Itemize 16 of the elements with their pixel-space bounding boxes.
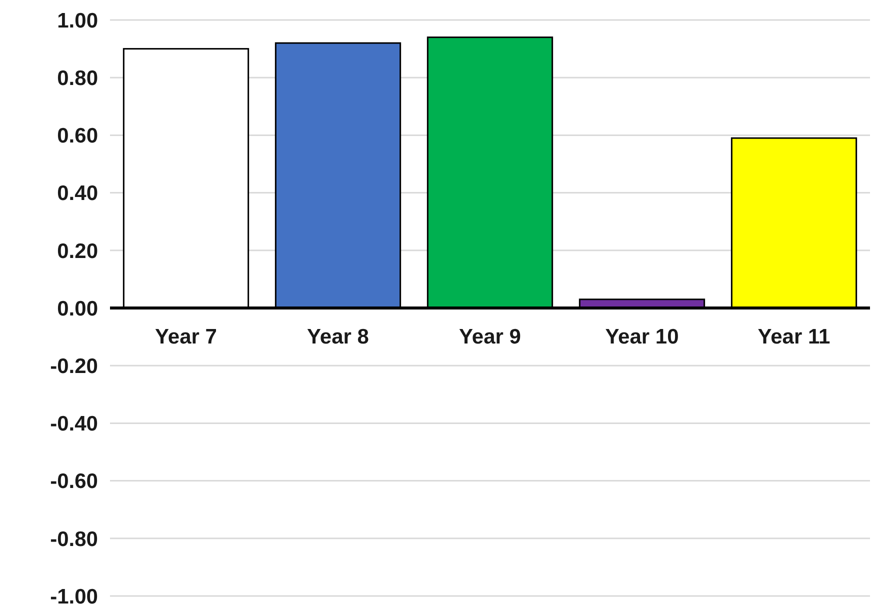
y-tick-label: 0.00 xyxy=(57,297,98,320)
y-tick-label: 0.20 xyxy=(57,240,98,263)
y-tick-label: -0.60 xyxy=(50,470,98,494)
x-tick-label: Year 8 xyxy=(307,325,370,348)
y-tick-label: -0.20 xyxy=(50,354,98,378)
x-tick-label: Year 11 xyxy=(758,325,831,348)
y-tick-label: 0.80 xyxy=(57,66,98,90)
y-tick-label: 0.40 xyxy=(57,182,98,206)
y-tick-label: 1.00 xyxy=(57,9,98,32)
y-tick-label: -1.00 xyxy=(50,585,98,608)
x-tick-label: Year 10 xyxy=(605,325,679,348)
x-tick-label: Year 7 xyxy=(155,325,217,348)
y-tick-label: -0.40 xyxy=(50,412,98,436)
y-tick-label: 0.60 xyxy=(57,124,98,148)
x-tick-label: Year 9 xyxy=(459,325,521,348)
y-tick-label: -0.80 xyxy=(50,528,98,551)
